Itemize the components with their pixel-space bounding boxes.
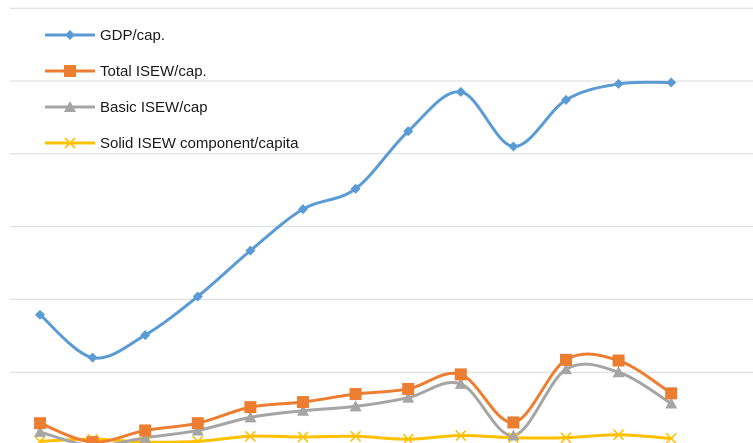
legend-label: Basic ISEW/cap (100, 99, 208, 116)
legend-item-solid-isew-component-capita: Solid ISEW component/capita (45, 135, 299, 152)
data-point-basic-isew-cap (297, 404, 309, 416)
data-point-gdp-cap (87, 352, 98, 363)
legend-marker (64, 137, 76, 149)
data-point-basic-isew-cap (665, 397, 678, 409)
data-point-total-isew-cap (86, 436, 99, 443)
legend-label: Solid ISEW component/capita (100, 135, 299, 152)
data-point-solid-isew-component-capita (560, 432, 572, 443)
data-point-total-isew-cap (507, 416, 520, 429)
data-point-total-isew-cap (665, 387, 678, 400)
data-point-gdp-cap (561, 94, 571, 105)
legend-marker (64, 65, 76, 77)
series-markers (34, 77, 678, 443)
data-point-basic-isew-cap (402, 391, 415, 403)
legend: GDP/cap. Total ISEW/cap. Basic ISEW/cap Sol… (45, 27, 299, 152)
gridlines (10, 7, 753, 373)
data-point-gdp-cap (35, 309, 45, 320)
data-point-basic-isew-cap (612, 366, 625, 378)
legend-label: GDP/cap. (100, 27, 165, 44)
data-point-solid-isew-component-capita (350, 430, 362, 442)
legend-item-total-isew-cap: Total ISEW/cap. (45, 63, 207, 80)
data-point-gdp-cap (666, 77, 677, 88)
data-point-total-isew-cap (244, 401, 257, 414)
legend-marker (65, 30, 75, 40)
series-line-gdp-cap (39, 80, 672, 360)
data-point-basic-isew-cap (244, 411, 257, 423)
data-point-total-isew-cap (34, 417, 46, 430)
data-point-gdp-cap (245, 245, 256, 256)
data-point-basic-isew-cap (139, 431, 152, 443)
data-point-solid-isew-component-capita (613, 429, 625, 441)
data-point-total-isew-cap (349, 388, 362, 401)
data-point-solid-isew-component-capita (34, 435, 46, 443)
data-point-total-isew-cap (612, 354, 625, 367)
legend-label: Total ISEW/cap. (100, 63, 207, 80)
data-point-total-isew-cap (297, 396, 309, 409)
data-point-total-isew-cap (139, 424, 152, 437)
data-point-basic-isew-cap (191, 424, 204, 436)
legend-item-gdp-cap: GDP/cap. (45, 27, 165, 44)
legend-item-basic-isew-cap: Basic ISEW/cap (45, 99, 208, 116)
data-point-gdp-cap (455, 86, 466, 97)
data-point-gdp-cap (192, 291, 203, 302)
data-point-solid-isew-component-capita (665, 432, 677, 443)
data-point-basic-isew-cap (560, 363, 572, 375)
data-point-solid-isew-component-capita (297, 431, 309, 443)
data-point-basic-isew-cap (349, 400, 362, 412)
data-point-solid-isew-component-capita (244, 430, 256, 442)
data-point-gdp-cap (140, 330, 151, 341)
legend-marker (64, 101, 76, 112)
data-point-gdp-cap (613, 78, 624, 89)
data-point-basic-isew-cap (454, 377, 467, 389)
data-point-gdp-cap (350, 183, 361, 194)
data-point-total-isew-cap (191, 417, 204, 430)
data-point-gdp-cap (298, 204, 308, 215)
data-point-gdp-cap (403, 126, 414, 137)
data-point-gdp-cap (508, 141, 519, 152)
data-point-total-isew-cap (560, 353, 572, 366)
data-point-total-isew-cap (402, 382, 415, 395)
data-point-basic-isew-cap (34, 425, 46, 437)
data-point-solid-isew-component-capita (455, 429, 467, 442)
data-point-solid-isew-component-capita (192, 435, 204, 443)
data-point-total-isew-cap (454, 368, 467, 381)
data-point-basic-isew-cap (507, 429, 520, 441)
